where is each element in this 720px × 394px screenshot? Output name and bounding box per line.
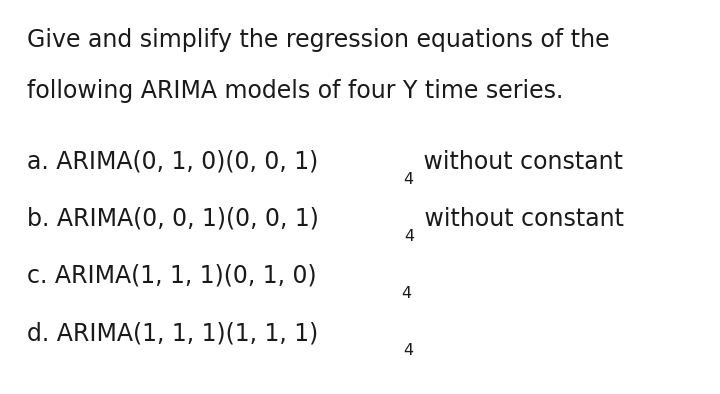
Text: 4: 4: [403, 343, 413, 358]
Text: b. ARIMA(0, 0, 1)(0, 0, 1): b. ARIMA(0, 0, 1)(0, 0, 1): [27, 207, 319, 231]
Text: d. ARIMA(1, 1, 1)(1, 1, 1): d. ARIMA(1, 1, 1)(1, 1, 1): [27, 321, 319, 345]
Text: 4: 4: [404, 229, 414, 244]
Text: without constant: without constant: [417, 207, 624, 231]
Text: c. ARIMA(1, 1, 1)(0, 1, 0): c. ARIMA(1, 1, 1)(0, 1, 0): [27, 264, 317, 288]
Text: Give and simplify the regression equations of the: Give and simplify the regression equatio…: [27, 28, 610, 52]
Text: following ARIMA models of four Y time series.: following ARIMA models of four Y time se…: [27, 79, 564, 103]
Text: 4: 4: [401, 286, 411, 301]
Text: 4: 4: [403, 172, 413, 187]
Text: a. ARIMA(0, 1, 0)(0, 0, 1): a. ARIMA(0, 1, 0)(0, 0, 1): [27, 150, 319, 174]
Text: without constant: without constant: [416, 150, 624, 174]
